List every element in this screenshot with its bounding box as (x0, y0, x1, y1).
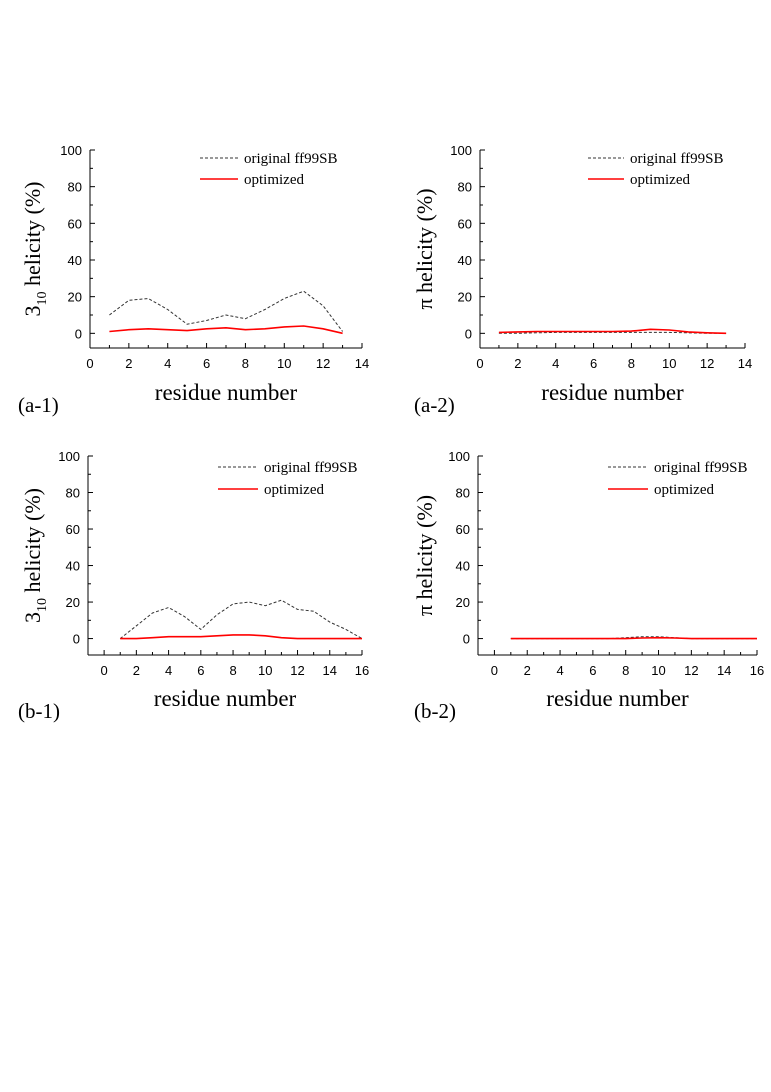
x-axis-label: residue number (541, 380, 684, 405)
y-tick-label: 0 (73, 632, 80, 647)
series-line-original-ff99sb (498, 331, 727, 334)
y-axis-label: π helicity (%) (412, 495, 437, 616)
x-tick-label: 12 (290, 663, 304, 678)
y-tick-label: 20 (458, 290, 472, 305)
x-tick-label: 4 (165, 663, 172, 678)
legend-label: optimized (244, 172, 304, 188)
x-tick-label: 6 (589, 663, 596, 678)
panel-label: (b-2) (414, 699, 456, 723)
y-tick-label: 40 (66, 559, 80, 574)
chart-panel-b-1: 0 20 40 60 80 100 0 2 4 6 8 10 12 14 16 original ff99SB… (18, 449, 369, 723)
legend-label: original ff99SB (654, 460, 747, 476)
legend-label: original ff99SB (244, 151, 337, 167)
y-tick-label: 40 (458, 253, 472, 268)
x-tick-label: 4 (556, 663, 563, 678)
x-tick-label: 0 (491, 663, 498, 678)
y-tick-label: 80 (456, 486, 470, 501)
x-tick-label: 0 (101, 663, 108, 678)
y-tick-label: 100 (60, 143, 82, 158)
x-tick-label: 10 (662, 356, 676, 371)
y-tick-label: 80 (68, 180, 82, 195)
x-tick-label: 10 (651, 663, 665, 678)
series-line-original-ff99sb (109, 290, 343, 332)
y-axis-label: π helicity (%) (412, 188, 437, 309)
y-tick-label: 0 (463, 632, 470, 647)
y-tick-label: 100 (450, 143, 472, 158)
legend: original ff99SB optimized (200, 151, 337, 188)
y-tick-label: 80 (458, 180, 472, 195)
legend: original ff99SB optimized (608, 460, 747, 498)
panel-label: (b-1) (18, 699, 60, 723)
legend-label: optimized (630, 172, 690, 188)
x-tick-label: 2 (514, 356, 521, 371)
chart-panel-a-1: 0 20 40 60 80 100 0 2 4 6 8 10 12 14 original ff99SB op… (18, 143, 369, 417)
y-axis-label: 310 helicity (%) (20, 488, 50, 623)
x-tick-label: 14 (355, 356, 369, 371)
x-tick-label: 2 (524, 663, 531, 678)
x-tick-label: 14 (323, 663, 337, 678)
x-tick-label: 12 (700, 356, 714, 371)
series-line-optimized (498, 328, 727, 335)
y-tick-label: 40 (456, 559, 470, 574)
x-tick-label: 12 (684, 663, 698, 678)
series-line-optimized (120, 634, 362, 640)
y-tick-label: 80 (66, 486, 80, 501)
y-tick-label: 0 (75, 326, 82, 341)
x-tick-label: 8 (242, 356, 249, 371)
y-tick-label: 20 (68, 290, 82, 305)
x-tick-label: 0 (476, 356, 483, 371)
x-tick-label: 10 (258, 663, 272, 678)
legend: original ff99SB optimized (588, 151, 723, 188)
x-tick-label: 2 (133, 663, 140, 678)
x-tick-label: 4 (164, 356, 171, 371)
y-tick-label: 0 (465, 326, 472, 341)
chart-panel-a-2: 0 20 40 60 80 100 0 2 4 6 8 10 12 14 original ff99SB op… (412, 143, 752, 417)
x-tick-label: 6 (590, 356, 597, 371)
y-tick-label: 20 (456, 595, 470, 610)
series-line-optimized (510, 636, 757, 640)
x-tick-label: 14 (717, 663, 731, 678)
x-tick-label: 4 (552, 356, 559, 371)
panel-label: (a-1) (18, 393, 59, 417)
series-line-optimized (109, 325, 343, 335)
y-axis-label: 310 helicity (%) (20, 182, 50, 317)
x-axis-label: residue number (154, 686, 297, 711)
y-tick-label: 20 (66, 595, 80, 610)
x-tick-label: 0 (86, 356, 93, 371)
x-tick-label: 16 (750, 663, 764, 678)
y-tick-label: 100 (448, 449, 470, 464)
chart-panel-b-2: 0 20 40 60 80 100 0 2 4 6 8 10 12 14 16 original ff99SB… (412, 449, 764, 723)
x-axis-label: residue number (155, 380, 298, 405)
x-tick-label: 12 (316, 356, 330, 371)
y-tick-label: 60 (458, 216, 472, 231)
x-tick-label: 8 (229, 663, 236, 678)
y-tick-label: 100 (58, 449, 80, 464)
x-tick-label: 10 (277, 356, 291, 371)
y-tick-label: 40 (68, 253, 82, 268)
x-axis-label: residue number (546, 686, 689, 711)
legend-label: optimized (654, 482, 714, 498)
series-line-original-ff99sb (119, 599, 363, 640)
y-tick-label: 60 (68, 216, 82, 231)
legend-label: optimized (264, 482, 324, 498)
legend-label: original ff99SB (630, 151, 723, 167)
y-tick-label: 60 (66, 522, 80, 537)
y-tick-label: 60 (456, 522, 470, 537)
x-tick-label: 2 (125, 356, 132, 371)
x-tick-label: 8 (628, 356, 635, 371)
panel-label: (a-2) (414, 393, 455, 417)
x-tick-label: 6 (197, 663, 204, 678)
legend: original ff99SB optimized (218, 460, 357, 498)
legend-label: original ff99SB (264, 460, 357, 476)
x-tick-label: 16 (355, 663, 369, 678)
x-tick-label: 8 (622, 663, 629, 678)
x-tick-label: 14 (738, 356, 752, 371)
x-tick-label: 6 (203, 356, 210, 371)
